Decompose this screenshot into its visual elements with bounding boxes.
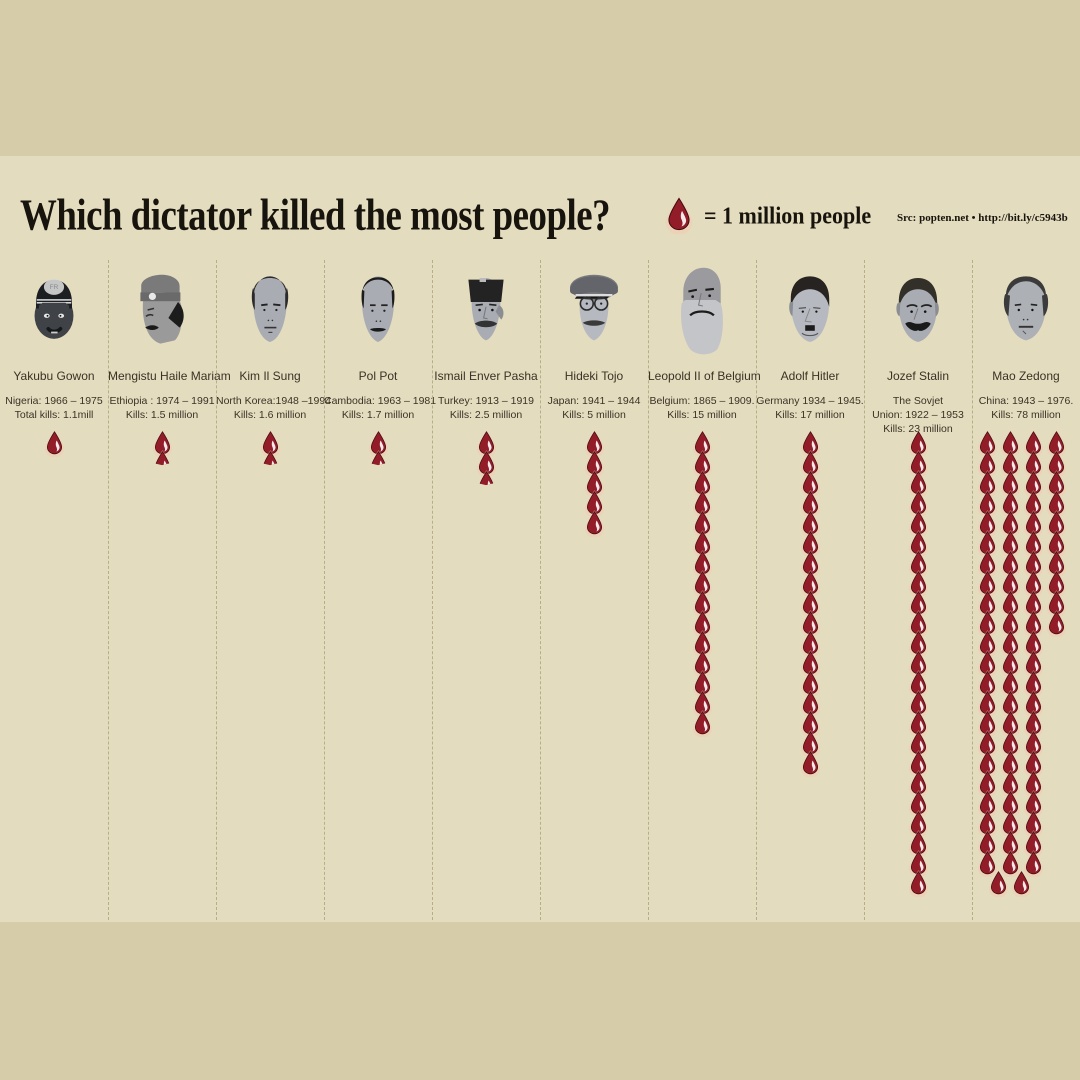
svg-text:FR: FR bbox=[50, 284, 59, 291]
